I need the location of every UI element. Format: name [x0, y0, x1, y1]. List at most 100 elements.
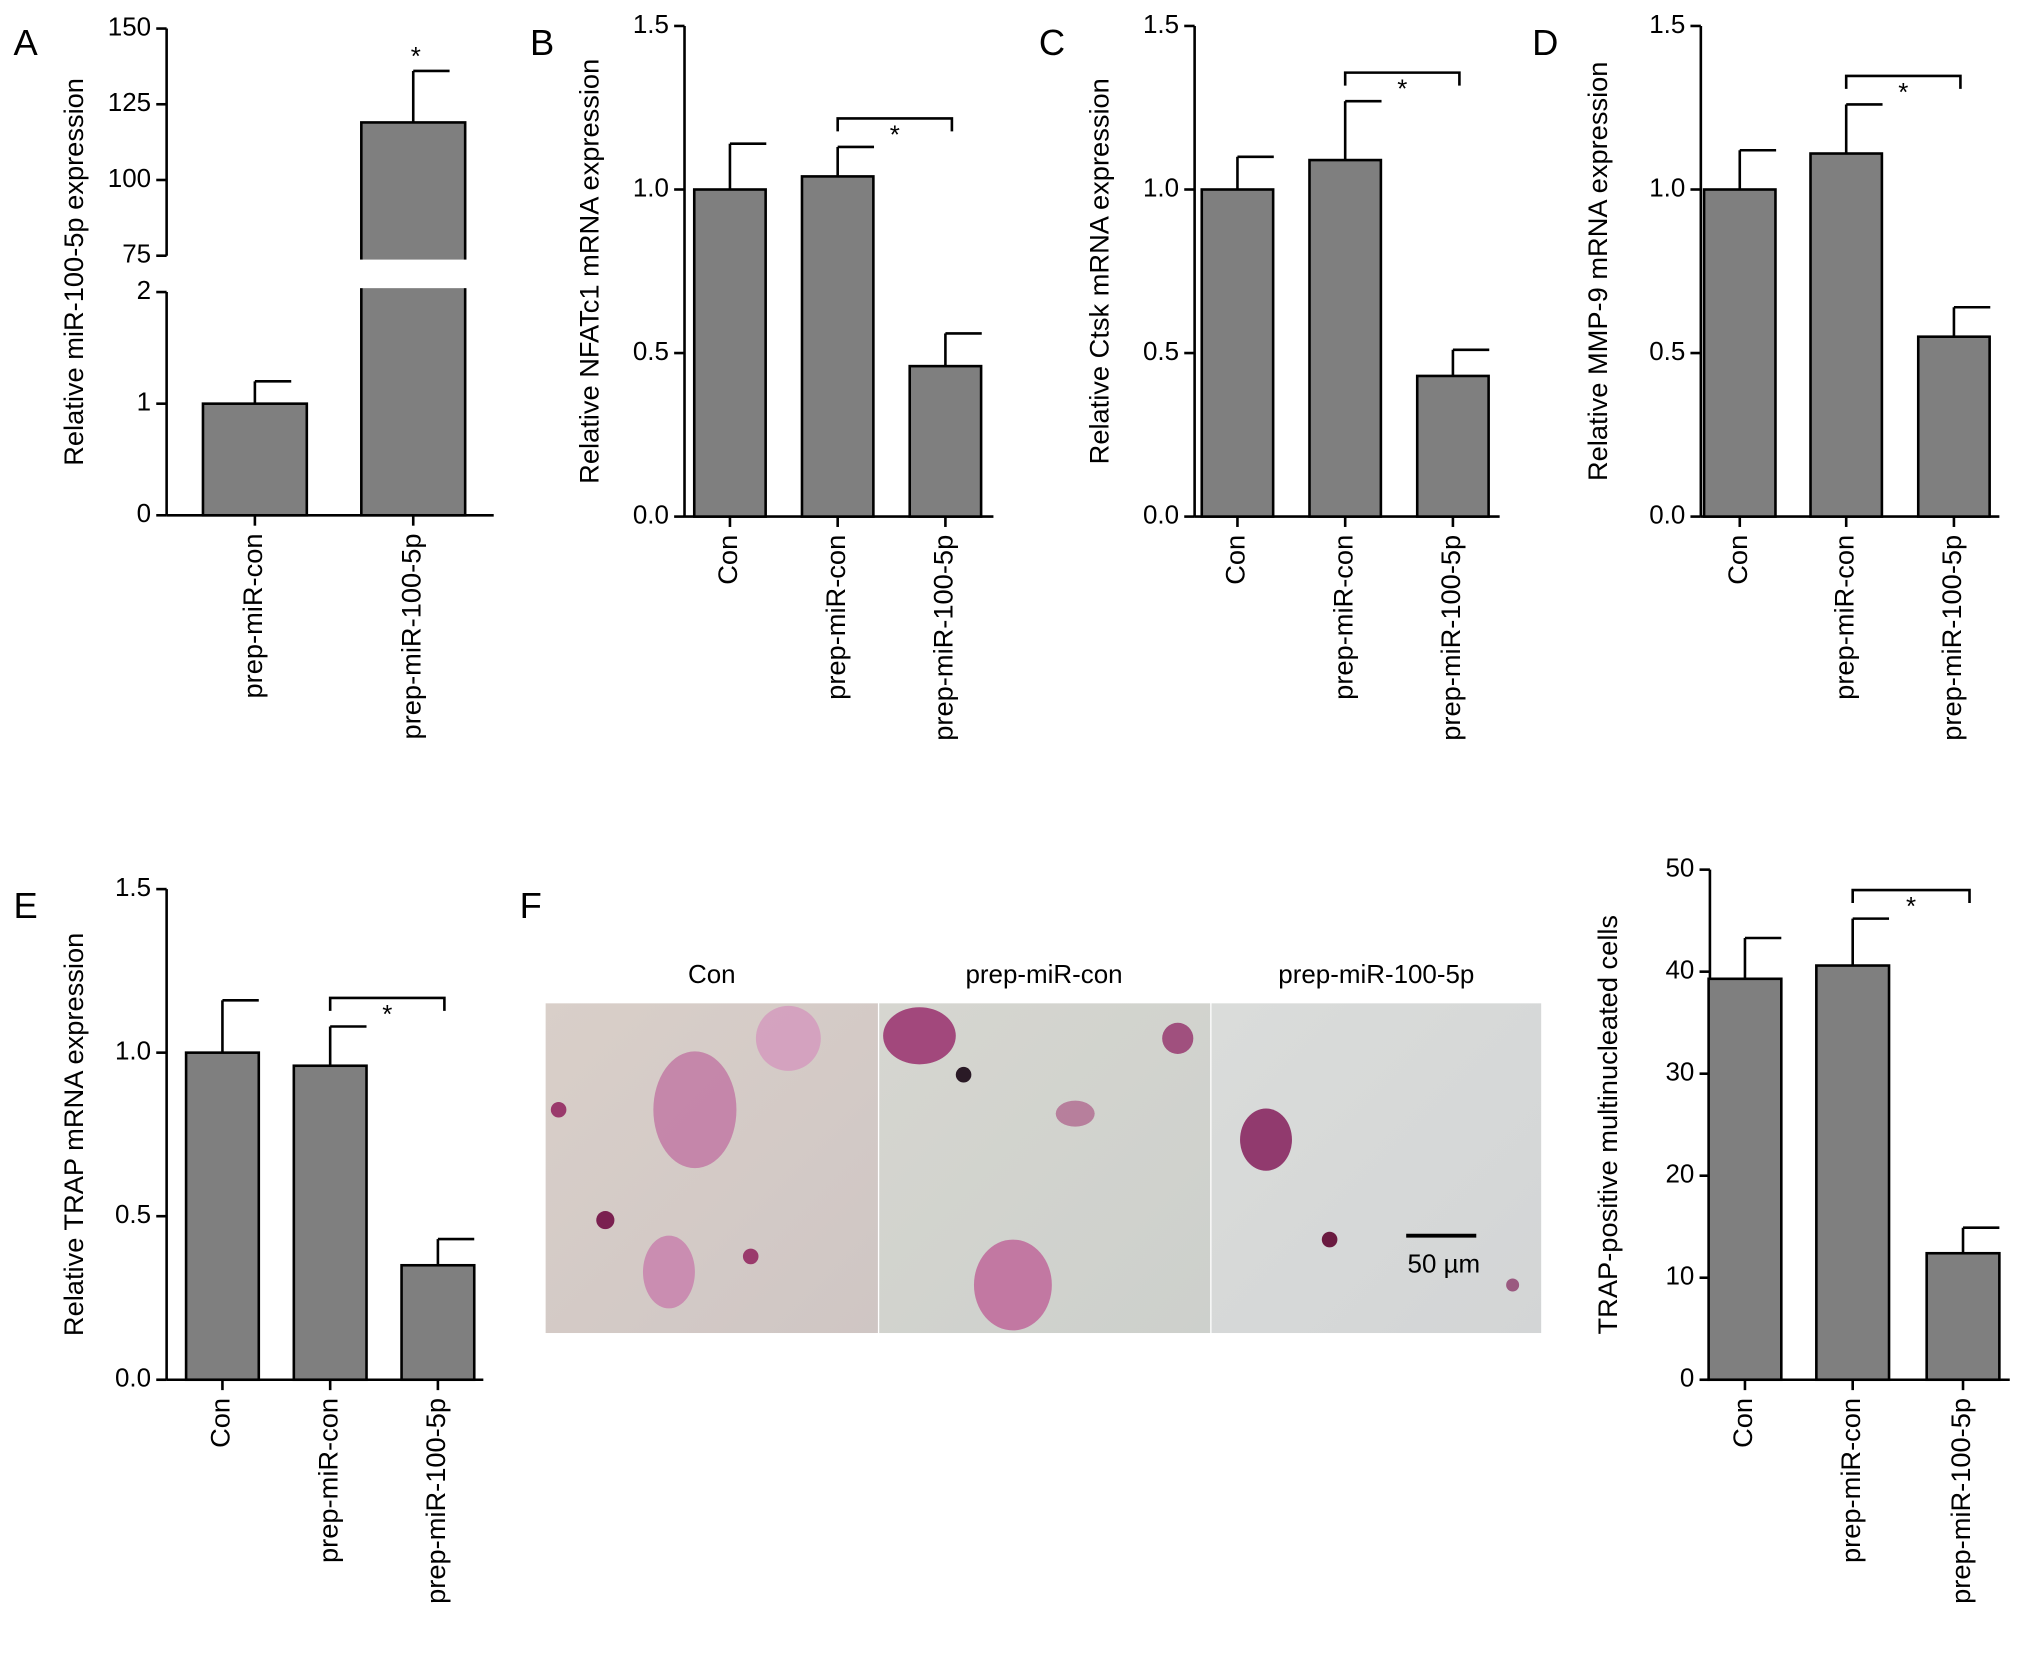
bar: [1809, 152, 1884, 518]
panel-letter: A: [13, 22, 38, 63]
bar: [292, 1064, 368, 1382]
cell: [596, 1211, 615, 1230]
cell: [1162, 1022, 1194, 1054]
x-tick-label: Con: [1727, 1398, 1758, 1448]
x-tick-label: prep-miR-100-5p: [395, 533, 426, 739]
y-tick-label: 40: [1665, 957, 1694, 985]
bar: [1815, 964, 1891, 1382]
y-tick-label: 0.0: [115, 1365, 151, 1393]
y-tick-label: 1.5: [1649, 11, 1685, 39]
panel-letter: B: [530, 22, 554, 63]
significance-label: *: [411, 43, 421, 71]
bar: [400, 1263, 476, 1382]
scale-bar-label: 50 µm: [1408, 1250, 1481, 1278]
significance-bracket: [1851, 888, 1971, 904]
y-tick-label: 1.0: [115, 1038, 151, 1066]
micrograph-label: prep-miR-100-5p: [1278, 961, 1474, 989]
significance-label: *: [382, 1001, 392, 1029]
cell: [642, 1235, 695, 1309]
significance-label: *: [1898, 79, 1908, 107]
significance-label: *: [890, 121, 900, 149]
panel-letter: E: [13, 885, 37, 926]
cell: [755, 1005, 821, 1071]
y-tick-label: 2: [137, 277, 151, 305]
bar: [1925, 1251, 2001, 1382]
x-tick-label: prep-miR-100-5p: [1945, 1398, 1976, 1604]
x-tick-label: prep-miR-100-5p: [928, 535, 959, 741]
significance-bracket: [1844, 74, 1962, 89]
cell: [973, 1239, 1052, 1331]
x-tick-label: prep-miR-100-5p: [1435, 535, 1466, 741]
y-tick-label: 0.5: [1649, 338, 1685, 366]
y-tick-label: 0: [1680, 1365, 1694, 1393]
x-tick-label: prep-miR-con: [237, 533, 268, 698]
y-tick-label: 0.0: [1649, 501, 1685, 529]
bar: [1707, 977, 1783, 1382]
y-axis-label: TRAP-positive multinucleated cells: [1592, 915, 1623, 1335]
cell: [1055, 1100, 1095, 1127]
bar: [908, 364, 983, 518]
y-tick-label: 0.5: [115, 1201, 151, 1229]
cell: [742, 1248, 759, 1265]
micrograph-label: Con: [688, 961, 736, 989]
y-axis-label: Relative TRAP mRNA expression: [58, 933, 89, 1336]
x-tick-label: prep-miR-100-5p: [1936, 535, 1967, 741]
y-tick-label: 100: [108, 165, 151, 193]
axis-break-gap: [358, 259, 468, 289]
micrographs: [545, 1003, 1542, 1334]
y-tick-label: 1.0: [1649, 174, 1685, 202]
bar: [1702, 188, 1777, 518]
x-tick-label: Con: [1722, 535, 1753, 585]
y-tick-label: 30: [1665, 1059, 1694, 1087]
micrograph-label: prep-miR-con: [966, 961, 1123, 989]
y-tick-label: 50: [1665, 855, 1694, 883]
y-axis-label: Relative miR-100-5p expression: [58, 78, 89, 466]
significance-label: *: [1906, 893, 1916, 921]
x-tick-label: prep-miR-con: [1828, 535, 1859, 700]
bar: [692, 188, 767, 518]
cell: [955, 1066, 972, 1083]
cell: [883, 1007, 956, 1065]
significance-bracket: [836, 117, 954, 132]
significance-bracket: [1343, 71, 1461, 86]
y-axis-label: Relative MMP-9 mRNA expression: [1582, 62, 1613, 481]
y-axis-label: Relative Ctsk mRNA expression: [1083, 78, 1114, 464]
y-tick-label: 0.0: [633, 501, 669, 529]
panel-letter: F: [520, 885, 542, 926]
y-tick-label: 0: [137, 500, 151, 528]
cell: [1240, 1108, 1292, 1171]
y-tick-label: 1.0: [633, 174, 669, 202]
bar: [201, 402, 309, 517]
bar: [800, 175, 875, 518]
y-axis-label: Relative NFATc1 mRNA expression: [573, 59, 604, 484]
y-tick-label: 150: [108, 13, 151, 41]
y-tick-label: 0.5: [1143, 338, 1179, 366]
bar: [1200, 188, 1275, 518]
y-tick-label: 1.5: [115, 874, 151, 902]
y-tick-label: 1: [137, 389, 151, 417]
x-tick-label: prep-miR-con: [1327, 535, 1358, 700]
y-tick-label: 1.5: [633, 11, 669, 39]
y-tick-label: 10: [1665, 1263, 1694, 1291]
x-tick-label: Con: [1220, 535, 1251, 585]
x-tick-label: prep-miR-con: [312, 1398, 343, 1563]
y-tick-label: 1.5: [1143, 11, 1179, 39]
cell: [1506, 1278, 1520, 1292]
y-tick-label: 125: [108, 89, 151, 117]
cell: [1321, 1231, 1338, 1248]
micrograph: [545, 1003, 878, 1334]
cell: [653, 1051, 737, 1169]
x-tick-label: prep-miR-con: [820, 535, 851, 700]
bar: [184, 1051, 261, 1382]
cell: [550, 1101, 567, 1118]
y-tick-label: 1.0: [1143, 174, 1179, 202]
bar: [360, 121, 467, 517]
x-tick-label: prep-miR-con: [1835, 1398, 1866, 1563]
x-tick-label: prep-miR-100-5p: [420, 1398, 451, 1604]
x-tick-label: Con: [712, 535, 743, 585]
panel-letter: C: [1039, 22, 1065, 63]
bar: [1308, 158, 1383, 518]
x-tick-label: Con: [205, 1398, 236, 1448]
